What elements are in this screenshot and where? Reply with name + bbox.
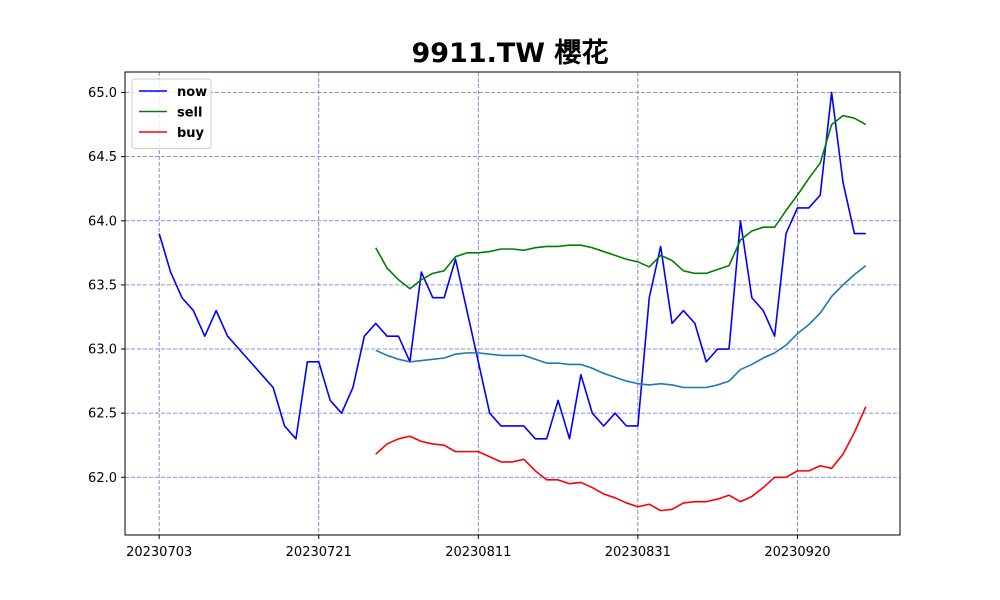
chart-title: 9911.TW 櫻花: [411, 38, 608, 69]
legend-label-sell: sell: [177, 106, 202, 121]
x-tick-label: 20230831: [605, 545, 671, 560]
y-axis: 62.0 62.5 63.0 63.5 64.0 64.5 65.0: [88, 86, 125, 486]
y-tick-label: 62.5: [88, 407, 117, 422]
legend-label-buy: buy: [177, 126, 205, 141]
series-lines: [158, 91, 867, 512]
series-line-sell: [375, 114, 867, 290]
legend-box: [131, 78, 212, 149]
x-tick-label: 20230721: [286, 545, 352, 560]
series-line-buy: [375, 406, 867, 512]
y-tick-label: 65.0: [88, 86, 117, 101]
grid: [125, 72, 900, 535]
legend: now sell buy: [131, 78, 212, 149]
y-tick-label: 64.5: [88, 150, 117, 165]
series-line-average: [375, 265, 867, 389]
y-tick-label: 63.0: [88, 343, 117, 358]
x-tick-label: 20230703: [126, 545, 192, 560]
x-tick-label: 20230811: [445, 545, 511, 560]
y-tick-label: 62.0: [88, 471, 117, 486]
legend-label-now: now: [177, 85, 207, 100]
plot-area: [125, 72, 900, 535]
x-axis: 20230703 20230721 20230811 20230831 20230920: [126, 535, 831, 560]
y-tick-label: 63.5: [88, 278, 117, 293]
plot-frame: [124, 71, 901, 536]
x-tick-label: 20230920: [764, 545, 830, 560]
y-tick-label: 64.0: [88, 214, 117, 229]
